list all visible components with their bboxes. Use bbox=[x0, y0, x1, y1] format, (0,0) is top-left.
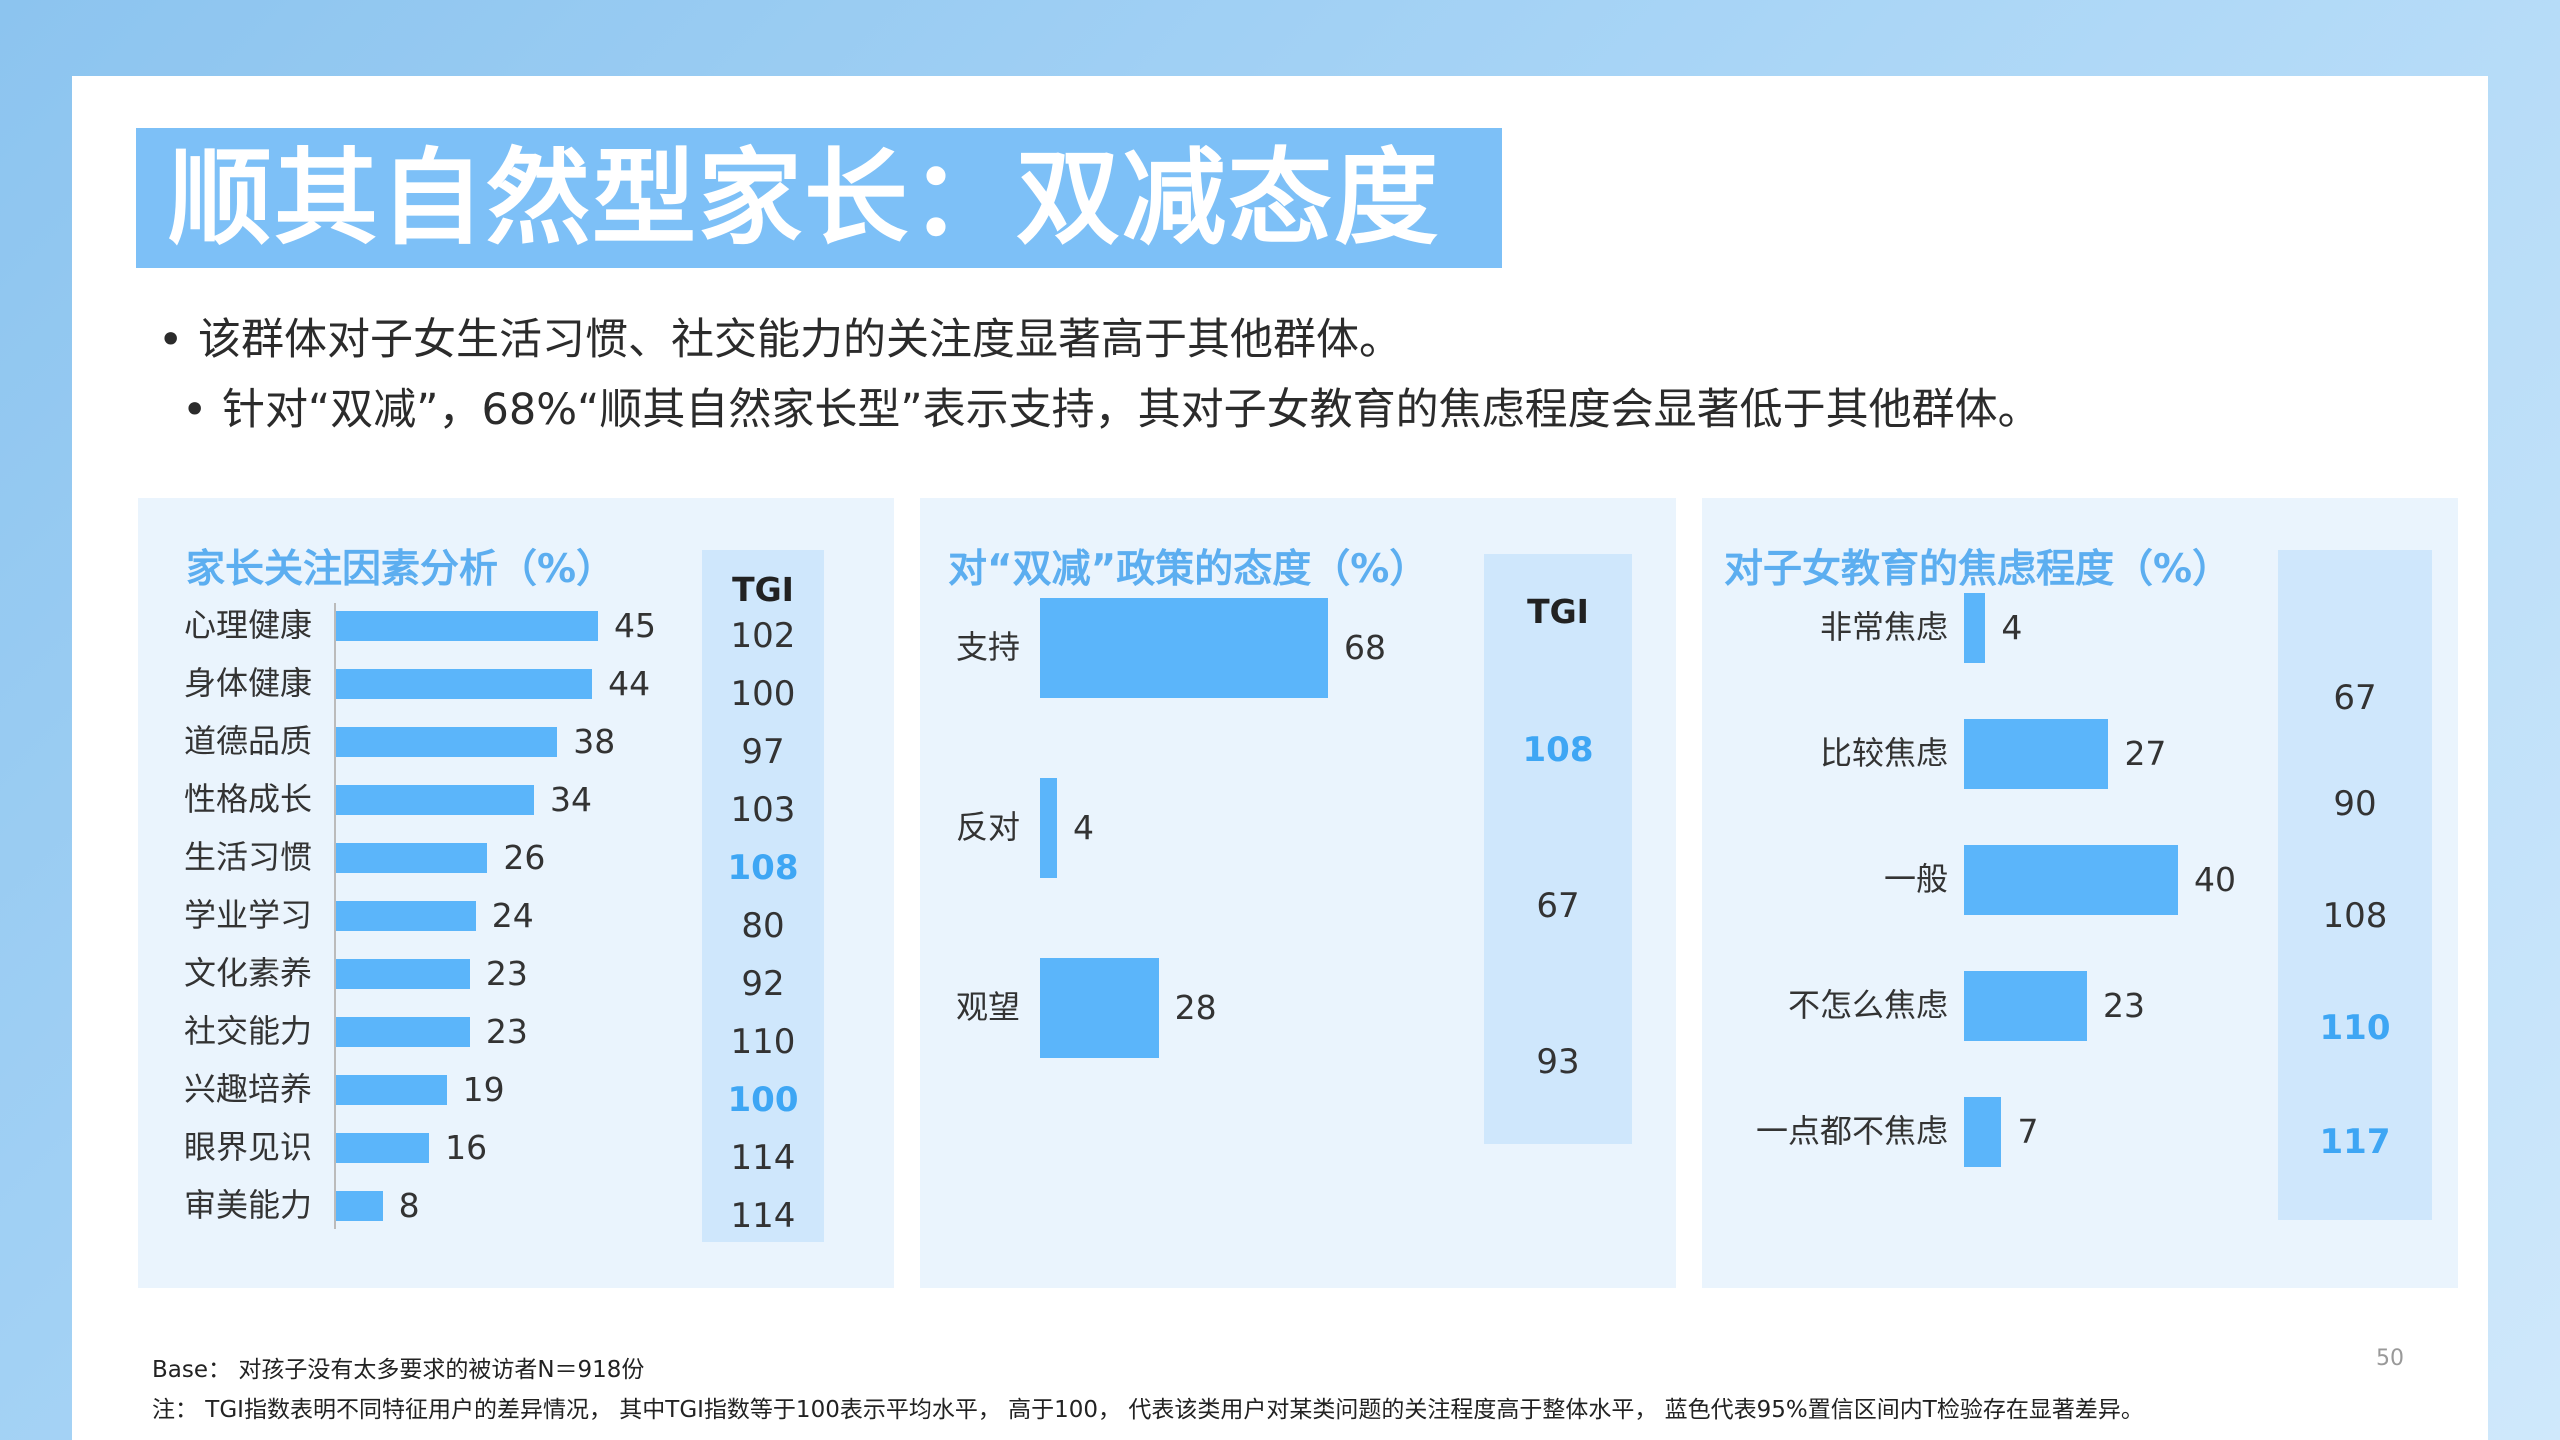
bar bbox=[336, 1075, 447, 1105]
category-label: 一般 bbox=[1883, 860, 1948, 898]
data-label: 44 bbox=[608, 664, 651, 703]
tgi-value: 100 bbox=[727, 1080, 799, 1120]
data-label: 23 bbox=[485, 954, 528, 993]
bar bbox=[336, 901, 476, 931]
tgi-header: TGI bbox=[1527, 592, 1589, 631]
data-label: 4 bbox=[1072, 808, 1094, 847]
bar bbox=[1964, 719, 2109, 789]
data-label: 68 bbox=[1344, 628, 1386, 667]
bullet-2: • 针对“双减”，68%“顺其自然家长型”表示支持，其对子女教育的焦虑程度会显著低… bbox=[182, 375, 2041, 437]
data-label: 23 bbox=[2103, 986, 2146, 1025]
category-label: 社交能力 bbox=[184, 1012, 313, 1050]
bar bbox=[1040, 778, 1057, 878]
bar bbox=[336, 1191, 383, 1221]
data-label: 24 bbox=[491, 896, 534, 935]
category-label: 心理健康 bbox=[184, 606, 313, 644]
category-label: 反对 bbox=[956, 808, 1021, 846]
data-label: 28 bbox=[1174, 988, 1217, 1027]
tgi-column: TGI 102 100 97 103 108 80 92 110 100 114 114 bbox=[702, 550, 824, 1242]
bar bbox=[1964, 845, 2178, 915]
data-label: 7 bbox=[2017, 1112, 2039, 1151]
bar bbox=[1964, 593, 1986, 663]
data-label: 16 bbox=[445, 1128, 488, 1167]
tgi-value: 90 bbox=[2333, 784, 2377, 824]
tgi-value: 110 bbox=[2319, 1008, 2391, 1048]
bar bbox=[1964, 971, 2088, 1041]
bar bbox=[1040, 598, 1328, 698]
tgi-column: TGI 108 67 93 bbox=[1484, 554, 1632, 1144]
chart-title: 家长关注因素分析（%） bbox=[186, 547, 616, 592]
chart-panel-concern-factors: 家长关注因素分析（%） TGI 102 100 97 103 108 80 92 110 100… bbox=[138, 498, 894, 1288]
bar bbox=[336, 669, 593, 699]
chart-title: 对子女教育的焦虑程度（%） bbox=[1724, 547, 2232, 592]
category-label: 审美能力 bbox=[184, 1186, 313, 1224]
category-label: 支持 bbox=[956, 628, 1021, 666]
category-label: 兴趣培养 bbox=[184, 1070, 313, 1108]
bar bbox=[336, 959, 470, 989]
tgi-value: 117 bbox=[2319, 1122, 2391, 1162]
bullet-1: • 该群体对子女生活习惯、社交能力的关注度显著高于其他群体。 bbox=[158, 305, 1402, 367]
data-label: 4 bbox=[2001, 608, 2023, 647]
title-banner: 顺其自然型家长：双减态度 bbox=[136, 128, 1502, 268]
base-note: Base： 对孩子没有太多要求的被访者N＝918份 bbox=[152, 1357, 645, 1383]
data-label: 27 bbox=[2124, 734, 2167, 773]
tgi-value: 108 bbox=[2322, 896, 2388, 936]
category-label: 比较焦虑 bbox=[1819, 734, 1948, 772]
tgi-column: 67 90 108 110 117 bbox=[2278, 550, 2432, 1220]
data-label: 34 bbox=[549, 780, 592, 819]
chart-panel-anxiety-level: 对子女教育的焦虑程度（%） 67 90 108 110 117 非常焦虑 4 比较焦虑 27 一… bbox=[1702, 498, 2458, 1288]
tgi-header: TGI bbox=[732, 570, 794, 609]
category-label: 一点都不焦虑 bbox=[1755, 1112, 1948, 1150]
data-label: 8 bbox=[398, 1186, 420, 1225]
category-label: 道德品质 bbox=[184, 722, 313, 760]
data-label: 23 bbox=[485, 1012, 528, 1051]
tgi-value: 108 bbox=[727, 848, 799, 888]
category-label: 观望 bbox=[956, 988, 1021, 1026]
bar bbox=[336, 611, 598, 641]
bar bbox=[336, 843, 488, 873]
data-label: 19 bbox=[462, 1070, 505, 1109]
tgi-value: 67 bbox=[1536, 886, 1580, 926]
chart-title: 对“双减”政策的态度（%） bbox=[948, 547, 1429, 592]
tgi-value: 102 bbox=[730, 616, 796, 656]
tgi-value: 110 bbox=[730, 1022, 796, 1062]
category-label: 非常焦虑 bbox=[1819, 608, 1948, 646]
tgi-value: 100 bbox=[730, 674, 796, 714]
tgi-value: 114 bbox=[730, 1196, 796, 1236]
data-label: 38 bbox=[573, 722, 616, 761]
chart-panel-policy-attitude: 对“双减”政策的态度（%） TGI 108 67 93 支持 68 反对 4 观望 28 bbox=[920, 498, 1676, 1288]
data-label: 26 bbox=[503, 838, 546, 877]
category-label: 生活习惯 bbox=[184, 838, 313, 876]
tgi-value: 93 bbox=[1536, 1042, 1580, 1082]
bullet-dot-icon: • bbox=[182, 385, 208, 435]
category-label: 不怎么焦虑 bbox=[1787, 986, 1948, 1024]
bar bbox=[336, 785, 534, 815]
bullet-text: 该群体对子女生活习惯、社交能力的关注度显著高于其他群体。 bbox=[198, 315, 1402, 365]
page-title: 顺其自然型家长：双减态度 bbox=[168, 137, 1441, 259]
tgi-value: 80 bbox=[741, 906, 785, 946]
tgi-value: 103 bbox=[730, 790, 796, 830]
category-label: 性格成长 bbox=[184, 780, 313, 818]
footnote: 注： TGI指数表明不同特征用户的差异情况， 其中TGI指数等于100表示平均水… bbox=[152, 1397, 2144, 1423]
tgi-value: 97 bbox=[741, 732, 785, 772]
data-label: 45 bbox=[614, 606, 656, 645]
axis-line bbox=[334, 603, 336, 1229]
bullet-dot-icon: • bbox=[158, 315, 184, 365]
bar bbox=[1040, 958, 1159, 1058]
category-label: 眼界见识 bbox=[184, 1128, 313, 1166]
bar bbox=[336, 1017, 470, 1047]
tgi-value: 108 bbox=[1522, 730, 1594, 770]
category-label: 身体健康 bbox=[184, 664, 313, 702]
tgi-value: 114 bbox=[730, 1138, 796, 1178]
bar bbox=[336, 727, 558, 757]
tgi-value: 92 bbox=[741, 964, 785, 1004]
bullet-text: 针对“双减”，68%“顺其自然家长型”表示支持，其对子女教育的焦虑程度会显著低于… bbox=[222, 385, 2041, 435]
tgi-value: 67 bbox=[2333, 678, 2377, 718]
category-label: 文化素养 bbox=[184, 954, 313, 992]
category-label: 学业学习 bbox=[184, 896, 313, 934]
page-number: 50 bbox=[2376, 1346, 2404, 1371]
bar bbox=[1964, 1097, 2002, 1167]
bar bbox=[336, 1133, 430, 1163]
data-label: 40 bbox=[2194, 860, 2236, 899]
